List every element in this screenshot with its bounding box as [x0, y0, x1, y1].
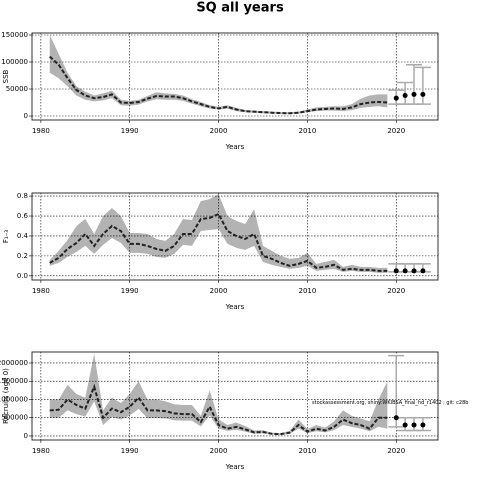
projection-point	[402, 268, 408, 274]
y-tick-label: 1000000	[0, 395, 28, 403]
x-axis-label: Years	[225, 143, 245, 151]
x-tick-label: 2010	[298, 287, 316, 295]
x-tick-label: 2020	[387, 447, 405, 455]
y-axis-label: SSB	[2, 69, 10, 83]
x-tick-label: 1990	[121, 447, 139, 455]
confidence-band	[49, 353, 388, 435]
annotation: stockassessment.org, shiny:WKIBSA_final_…	[312, 400, 468, 406]
x-tick-label: 1990	[121, 127, 139, 135]
y-tick-label: 1500000	[0, 377, 28, 385]
plot-frame	[31, 192, 439, 281]
y-tick-label: 150000	[1, 31, 28, 39]
projection-point	[420, 268, 426, 274]
x-tick-label: 2000	[210, 287, 228, 295]
x-tick-label: 2020	[387, 127, 405, 135]
y-tick-label: 0.0	[17, 272, 28, 280]
y-tick-label: 0.2	[17, 252, 28, 260]
median-line	[49, 383, 388, 436]
y-tick-label: 50000	[6, 85, 28, 93]
y-tick-label: 500000	[1, 414, 28, 422]
projection-point	[420, 422, 426, 428]
projection-point	[393, 95, 399, 101]
y-tick-label: 0.4	[17, 232, 29, 240]
projection-point	[393, 268, 399, 274]
x-tick-label: 2010	[298, 447, 316, 455]
x-tick-label: 2020	[387, 287, 405, 295]
projection-point	[393, 415, 399, 421]
projection-point	[411, 91, 417, 97]
plot-frame	[31, 351, 439, 441]
confidence-band	[49, 194, 388, 273]
x-axis-label: Years	[225, 463, 245, 471]
median-line	[49, 212, 388, 272]
x-tick-label: 2000	[210, 127, 228, 135]
x-tick-label: 1980	[32, 287, 50, 295]
y-tick-label: 100000	[1, 58, 28, 66]
projection-point	[402, 92, 408, 98]
chart-title: SQ all years	[196, 1, 284, 16]
y-tick-label: 0.8	[17, 192, 28, 200]
x-tick-label: 2010	[298, 127, 316, 135]
x-tick-label: 1990	[121, 287, 139, 295]
projection-point	[411, 422, 417, 428]
x-axis-label: Years	[225, 303, 245, 311]
plot-frame	[31, 32, 439, 121]
x-tick-label: 1980	[32, 127, 50, 135]
y-tick-label: 0.6	[17, 212, 29, 220]
projection-point	[420, 91, 426, 97]
median-line	[49, 55, 388, 115]
x-tick-label: 1980	[32, 447, 50, 455]
y-tick-label: 0	[24, 112, 28, 120]
projection-point	[411, 268, 417, 274]
y-tick-label: 2000000	[0, 359, 28, 367]
y-axis-label: F₁₋₃	[2, 230, 10, 244]
y-axis-label: Recruits (age 0)	[2, 368, 10, 424]
projection-point	[402, 422, 408, 428]
y-tick-label: 0	[24, 432, 28, 440]
x-tick-label: 2000	[210, 447, 228, 455]
